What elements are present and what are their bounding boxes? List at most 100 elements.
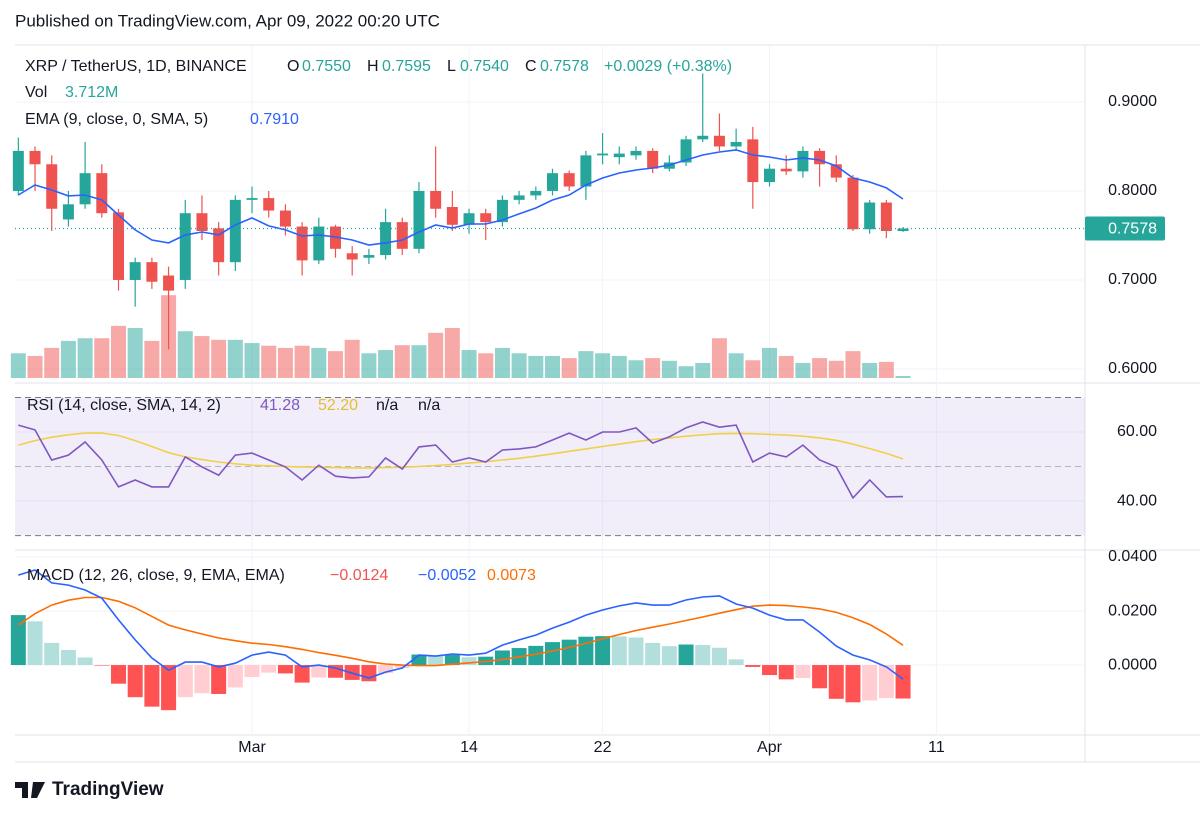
volume-bar [10,353,26,378]
candle-body [780,168,792,172]
volume-bar [561,358,577,378]
histogram-bar [812,665,828,689]
candle-body [880,202,892,232]
x-tick-label: Apr [757,739,783,756]
volume-bar [678,366,694,378]
symbol-title: XRP / TetherUS, 1D, BINANCE [25,58,247,75]
line [18,421,904,500]
histogram-bar [595,636,611,666]
volume-bar [428,332,444,378]
volume-bar [878,361,894,378]
candle-body [613,153,625,158]
histogram-bar [277,665,293,674]
candle-body [346,253,358,260]
histogram-bar [528,645,544,666]
volume-bar [862,362,878,378]
volume-bar [244,343,260,378]
histogram-bar [161,665,177,711]
volume-legend-name: Vol [25,84,47,101]
volume-bar [711,338,727,378]
candle-body [797,150,809,172]
candle-body [146,262,158,282]
volume-bar [444,328,460,378]
histogram-bar [578,636,594,666]
histogram-bar [294,665,310,683]
histogram-bar [778,665,794,680]
histogram-bar [711,647,727,666]
candle-body [730,142,742,147]
candle-body [46,164,58,209]
candle-body [764,168,776,183]
candle-body [213,228,225,263]
histogram-bar [795,665,811,679]
volume-bar [795,362,811,378]
candle-body [847,177,859,230]
logo-icon [15,782,45,798]
candle-body [430,190,442,209]
plot: Mar 14 22 Apr 11 0.9000 0.8000 0.7000 0.6000 60.0… [10,45,1165,756]
ohlc-value: 0.7540 [460,58,509,75]
candle-body [112,212,124,280]
histogram-bar [862,665,878,701]
y-tick-label: 40.00 [1117,492,1157,509]
candle-body [830,164,842,178]
candle-body [396,222,408,249]
candle-body [296,226,308,261]
histogram-bar [411,654,427,666]
volume-bar [595,353,611,378]
volume-bar [828,360,844,378]
candle-body [747,139,759,183]
rsi-na: n/a [418,397,440,414]
ohlc-value: 0.7550 [302,58,351,75]
y-tick-label: 0.0000 [1108,656,1157,673]
histogram-bar [10,615,26,666]
volume-bar [144,340,160,378]
footer-text: TradingView [52,779,164,800]
histogram-bar [378,665,394,674]
candle-body [897,228,909,232]
histogram-bar [645,642,661,666]
volume-bar [511,353,527,378]
histogram-bar [678,644,694,666]
candle-body [313,226,325,261]
volume-bar [394,345,410,378]
change: +0.0029 (+0.38%) [604,58,732,75]
histogram-bar [127,665,143,698]
candle-body [647,150,659,169]
x-tick-label: 22 [594,739,612,756]
line [18,432,904,469]
histogram-bar [244,665,260,677]
volume-bar [344,339,360,378]
histogram-bar [94,665,110,666]
candle-body [864,202,876,230]
x-tick-label: 11 [928,739,945,756]
volume-bar [127,328,143,378]
legend: XRP / TetherUS, 1D, BINANCE O 0.7550 H 0… [25,58,732,584]
volume-bar [311,347,327,378]
candle-body [547,173,559,191]
histogram-bar [494,650,510,666]
histogram-bar [261,665,277,673]
line [17,596,904,667]
candle-body [129,262,141,280]
signal-value: 0.0073 [487,567,536,584]
candle-body [62,204,74,220]
footer-logo: TradingView [15,779,164,800]
rsi-value: 41.28 [260,397,300,414]
volume-bar [745,360,761,378]
histogram-bar [194,665,210,694]
candle-body [12,150,24,191]
ema-legend-name: EMA (9, close, 0, SMA, 5) [25,111,208,128]
volume-bar [211,339,227,378]
y-tick-label: 60.00 [1117,423,1157,440]
candle-body [79,173,91,205]
volume-bar [895,376,911,378]
y-tick-label: 0.7000 [1108,271,1157,288]
candle-body [630,150,642,156]
histogram-bar [27,621,43,666]
volume-bar [494,347,510,378]
histogram-bar [428,655,444,666]
macd-value: −0.0052 [418,567,476,584]
volume-bar [545,355,561,378]
